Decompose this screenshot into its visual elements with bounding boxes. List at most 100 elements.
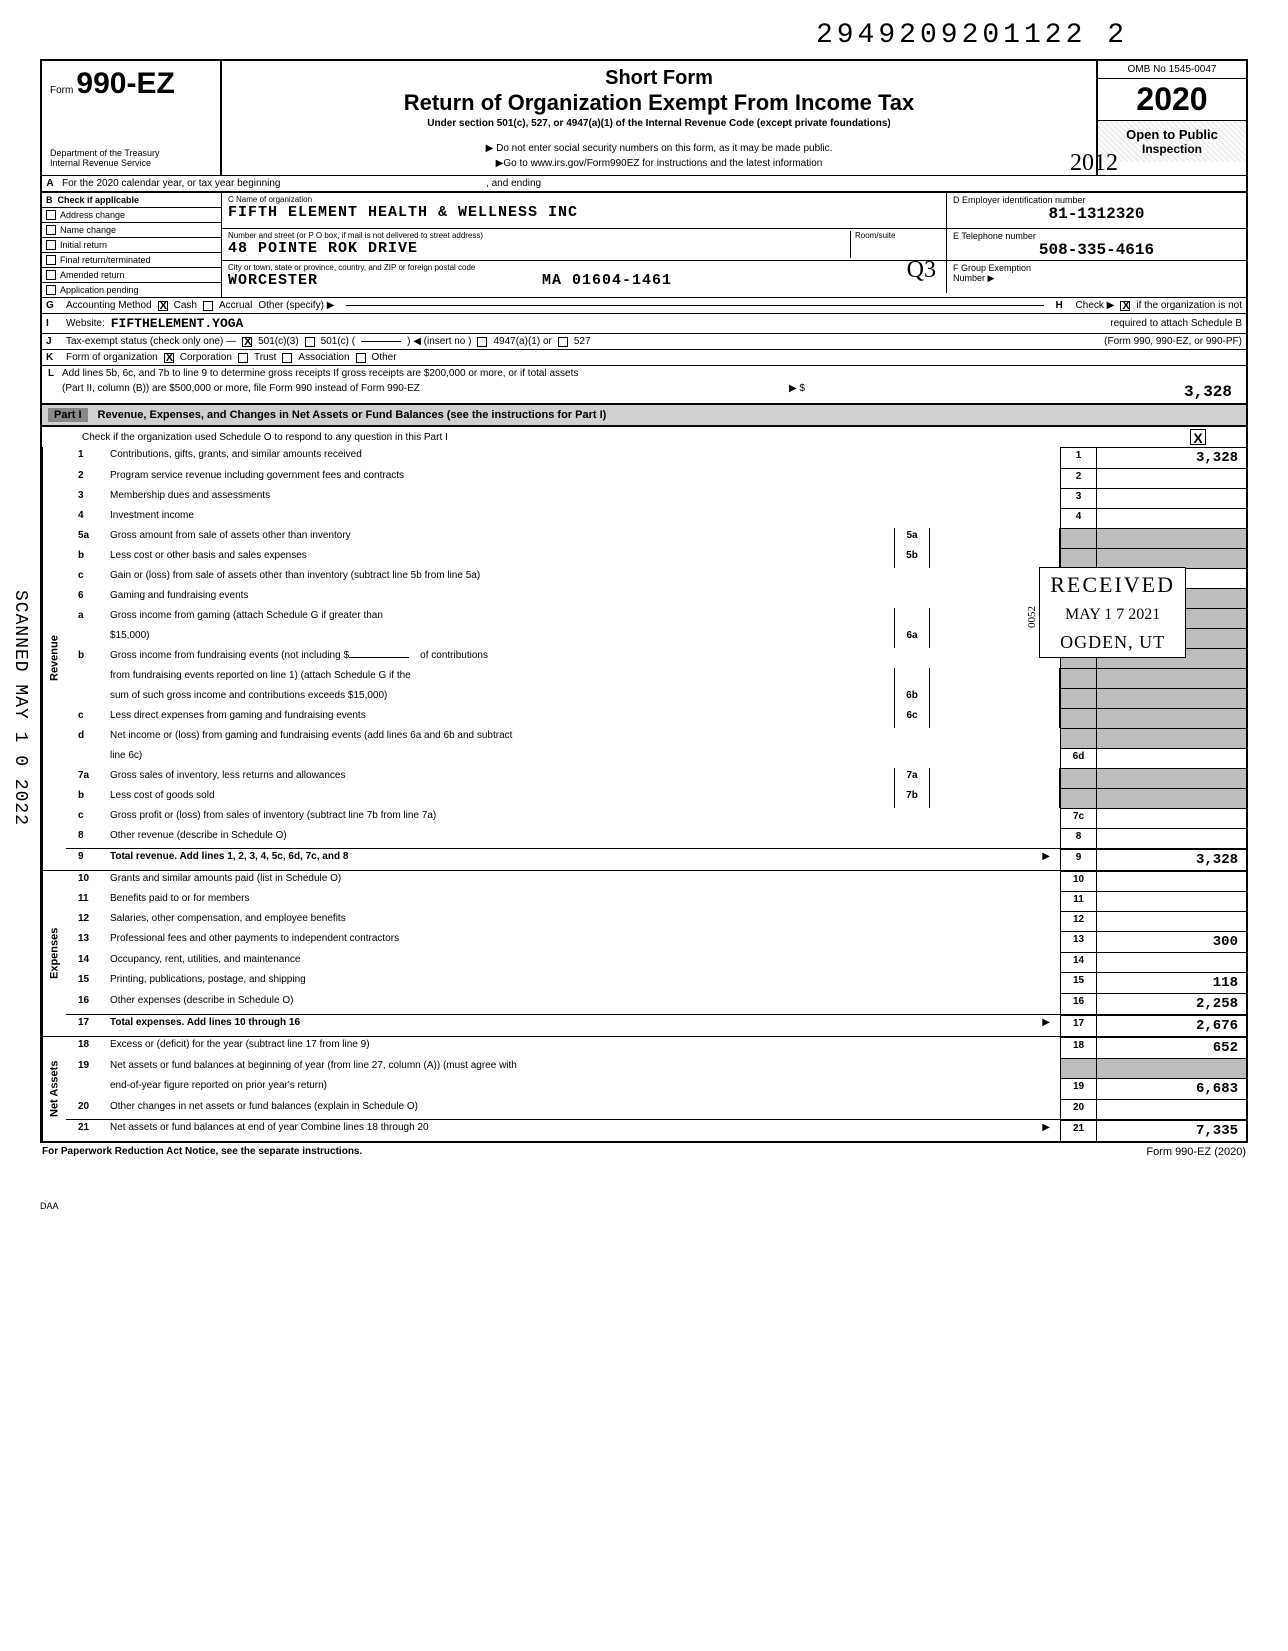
chk-final-return[interactable] [46, 255, 56, 265]
d4: Investment income [106, 508, 1060, 528]
mv5a [930, 528, 1060, 548]
rv4 [1096, 508, 1246, 528]
rv19-shade [1096, 1058, 1246, 1078]
mn7b: 7b [894, 788, 930, 808]
d18: Excess or (deficit) for the year (subtra… [106, 1037, 1060, 1058]
scanned-stamp: SCANNED MAY 1 0 2022 [10, 590, 30, 826]
received-stamp: RECEIVED 0052 MAY 1 7 2021 OGDEN, UT [1039, 567, 1186, 658]
lbl-final-return: Final return/terminated [60, 255, 151, 265]
chk-cash[interactable] [158, 301, 168, 311]
lbl-trust: Trust [254, 352, 276, 363]
label-g: G [46, 300, 60, 311]
rv14 [1096, 952, 1246, 972]
rn9: 9 [1060, 849, 1096, 870]
chk-accrual[interactable] [203, 301, 213, 311]
section-netassets: Net Assets [42, 1037, 66, 1141]
d13: Professional fees and other payments to … [106, 931, 1060, 952]
rv19: 6,683 [1096, 1078, 1246, 1099]
rv1: 3,328 [1096, 447, 1246, 468]
rv11 [1096, 891, 1246, 911]
mn5b: 5b [894, 548, 930, 568]
label-b: B [46, 195, 53, 205]
title-main: Return of Organization Exempt From Incom… [232, 90, 1086, 116]
lbl-address-change: Address change [60, 210, 125, 220]
d7c: Gross profit or (loss) from sales of inv… [106, 808, 1060, 828]
label-f-number: Number ▶ [953, 273, 1240, 284]
row-a: A For the 2020 calendar year, or tax yea… [40, 175, 1248, 191]
d21: Net assets or fund balances at end of ye… [110, 1122, 429, 1133]
check-if-applicable: Check if applicable [58, 195, 140, 205]
d8: Other revenue (describe in Schedule O) [106, 828, 1060, 848]
chk-501c3[interactable] [242, 337, 252, 347]
chk-527[interactable] [558, 337, 568, 347]
chk-501c[interactable] [305, 337, 315, 347]
rn11: 11 [1060, 891, 1096, 911]
website-value: FIFTHELEMENT.YOGA [111, 316, 244, 331]
chk-association[interactable] [282, 353, 292, 363]
label-e-phone: E Telephone number [953, 231, 1240, 241]
section-expenses: Expenses [42, 871, 66, 1036]
dept-irs: Internal Revenue Service [50, 159, 212, 169]
chk-address-change[interactable] [46, 210, 56, 220]
lbl-corporation: Corporation [180, 352, 232, 363]
identity-block: B Check if applicable Address change Nam… [40, 191, 1248, 297]
handwritten-q3: Q3 [907, 257, 936, 284]
n18: 18 [66, 1037, 106, 1058]
row-a-text-after: , and ending [486, 178, 541, 189]
d16: Other expenses (describe in Schedule O) [106, 993, 1060, 1014]
n21: 21 [66, 1120, 106, 1141]
org-phone: 508-335-4616 [953, 241, 1240, 259]
lbl-4947: 4947(a)(1) or [493, 336, 551, 347]
n5c: c [66, 568, 106, 588]
n8: 8 [66, 828, 106, 848]
d6b2: from fundraising events reported on line… [106, 668, 894, 688]
d10: Grants and similar amounts paid (list in… [106, 871, 1060, 891]
d6d: Net income or (loss) from gaming and fun… [106, 728, 1060, 748]
rn20: 20 [1060, 1099, 1096, 1119]
chk-h-not-required[interactable] [1120, 301, 1130, 311]
row-i: I Website: FIFTHELEMENT.YOGA required to… [40, 313, 1248, 333]
lbl-501c3: 501(c)(3) [258, 336, 299, 347]
row-l-cont: (Part II, column (B)) are $500,000 or mo… [40, 381, 1248, 405]
form-number: 990-EZ [76, 67, 174, 100]
rn6d: 6d [1060, 748, 1096, 768]
rv17: 2,676 [1096, 1015, 1246, 1036]
rn7a-shade [1060, 768, 1096, 788]
rn12: 12 [1060, 911, 1096, 931]
chk-other-org[interactable] [356, 353, 366, 363]
h-continuation-2: (Form 990, 990-EZ, or 990-PF) [1104, 336, 1242, 347]
rv18: 652 [1096, 1037, 1246, 1058]
chk-trust[interactable] [238, 353, 248, 363]
label-city: City or town, state or province, country… [228, 263, 940, 272]
rv12 [1096, 911, 1246, 931]
rn4: 4 [1060, 508, 1096, 528]
lbl-other-org: Other [372, 352, 397, 363]
n11: 11 [66, 891, 106, 911]
mv6c [930, 708, 1060, 728]
row-l-amount: 3,328 [1184, 383, 1240, 401]
row-l-text2: (Part II, column (B)) are $500,000 or mo… [62, 383, 420, 401]
n1: 1 [66, 447, 106, 468]
chk-amended-return[interactable] [46, 270, 56, 280]
label-room: Room/suite [855, 231, 940, 240]
chk-initial-return[interactable] [46, 240, 56, 250]
mn5a: 5a [894, 528, 930, 548]
chk-4947[interactable] [477, 337, 487, 347]
part1-check-text: Check if the organization used Schedule … [82, 432, 448, 443]
tax-exempt-label: Tax-exempt status (check only one) — [66, 336, 236, 347]
rn10: 10 [1060, 871, 1096, 891]
part1-grid: RECEIVED 0052 MAY 1 7 2021 OGDEN, UT Rev… [40, 447, 1248, 1143]
d9: Total revenue. Add lines 1, 2, 3, 4, 5c,… [110, 851, 348, 862]
rn16: 16 [1060, 993, 1096, 1014]
part1-check-box[interactable]: X [1190, 429, 1206, 445]
chk-corporation[interactable] [164, 353, 174, 363]
label-street: Number and street (or P O box, if mail i… [228, 231, 850, 240]
rn6c-shade [1060, 708, 1096, 728]
row-l-arrow: ▶ $ [789, 383, 805, 401]
org-street: 48 POINTE ROK DRIVE [228, 240, 850, 257]
rv13: 300 [1096, 931, 1246, 952]
label-j: J [46, 336, 60, 347]
chk-application-pending[interactable] [46, 285, 56, 295]
chk-name-change[interactable] [46, 225, 56, 235]
mn6c: 6c [894, 708, 930, 728]
